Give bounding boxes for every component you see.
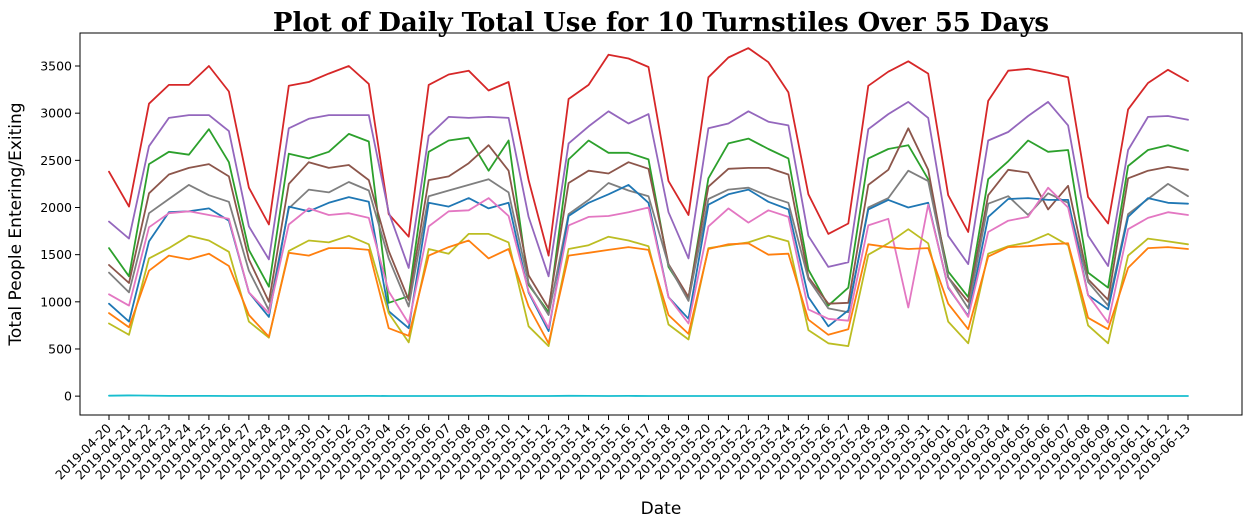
series-line-4 [108,127,1189,310]
series-line-9 [108,239,1189,345]
series-line-7 [108,186,1189,330]
y-tick-label: 1500 [40,247,72,262]
series-line-6 [108,184,1189,332]
y-tick-label: 500 [48,341,72,356]
series-line-1 [108,47,1189,257]
y-tick-label: 2500 [40,153,72,168]
series-line-10 [108,394,1189,397]
y-tick-label: 3000 [40,106,72,121]
plot-frame [79,32,1243,416]
y-axis: 0 500 1000 1500 2000 2500 3000 3500 [40,59,80,404]
y-tick-label: 1000 [40,294,72,309]
y-tick-label: 0 [64,389,72,404]
x-axis: 2019-04-202019-04-212019-04-222019-04-23… [52,415,1193,482]
y-tick-label: 2000 [40,200,72,215]
y-axis-label: Total People Entering/Exiting [6,102,26,346]
y-tick-label: 3500 [40,59,72,74]
series-layer [108,47,1189,397]
x-axis-label: Date [641,499,682,519]
series-line-3 [108,128,1189,314]
series-line-2 [108,101,1189,278]
